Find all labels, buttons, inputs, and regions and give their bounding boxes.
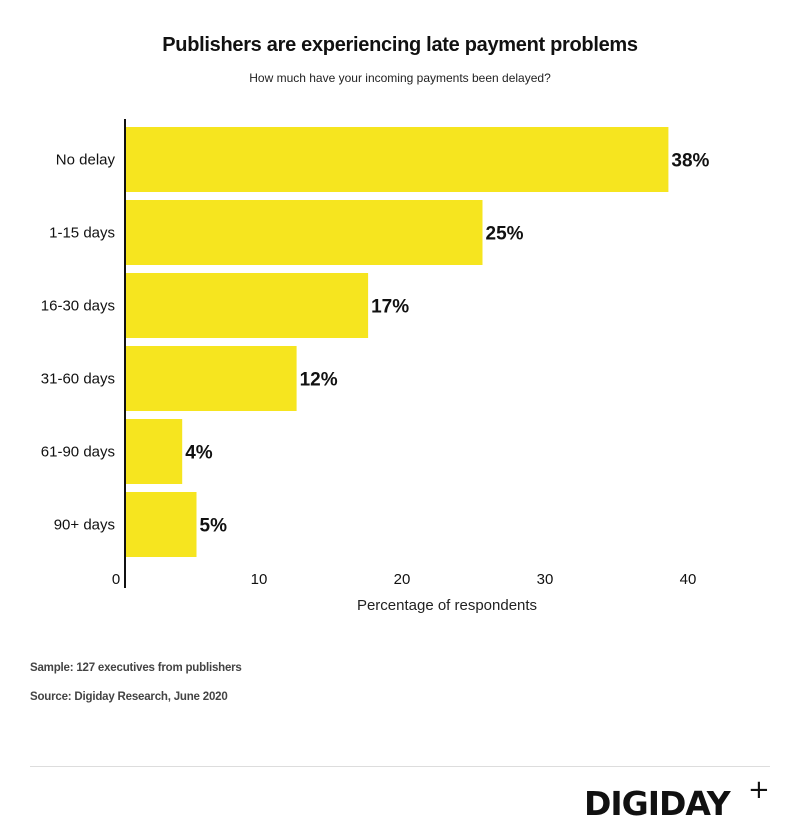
category-label: No delay <box>56 152 116 169</box>
bar <box>125 127 669 192</box>
bar <box>125 346 297 411</box>
bar-chart: No delay 38% 1-15 days 25% 16-30 days 17% 31-6… <box>41 119 710 614</box>
category-label: 31-60 days <box>41 371 115 388</box>
data-label: 38% <box>671 151 709 172</box>
logo-plus-icon: + <box>748 775 770 805</box>
bar <box>125 419 183 484</box>
chart-subtitle: How much have your incoming payments bee… <box>249 71 551 85</box>
bar <box>125 273 369 338</box>
source-note: Source: Digiday Research, June 2020 <box>30 691 228 703</box>
digiday-logo: DIGIDAY <box>584 784 731 823</box>
data-label: 17% <box>371 297 409 318</box>
x-tick-label: 40 <box>680 571 697 588</box>
data-label: 12% <box>300 370 338 391</box>
bar <box>125 200 483 265</box>
x-tick-label: 30 <box>537 571 554 588</box>
chart-title: Publishers are experiencing late payment… <box>162 34 638 56</box>
x-axis-label: Percentage of respondents <box>357 597 537 614</box>
sample-note: Sample: 127 executives from publishers <box>30 662 242 674</box>
data-label: 4% <box>185 443 213 464</box>
data-label: 25% <box>486 224 524 245</box>
footer-divider <box>30 766 770 767</box>
category-label: 1-15 days <box>49 225 115 242</box>
category-label: 61-90 days <box>41 444 115 461</box>
bar <box>125 492 197 557</box>
data-label: 5% <box>200 516 228 537</box>
category-label: 90+ days <box>54 517 115 534</box>
x-tick-label: 10 <box>251 571 268 588</box>
category-label: 16-30 days <box>41 298 115 315</box>
x-tick-label: 20 <box>394 571 411 588</box>
x-tick-label: 0 <box>112 571 120 588</box>
